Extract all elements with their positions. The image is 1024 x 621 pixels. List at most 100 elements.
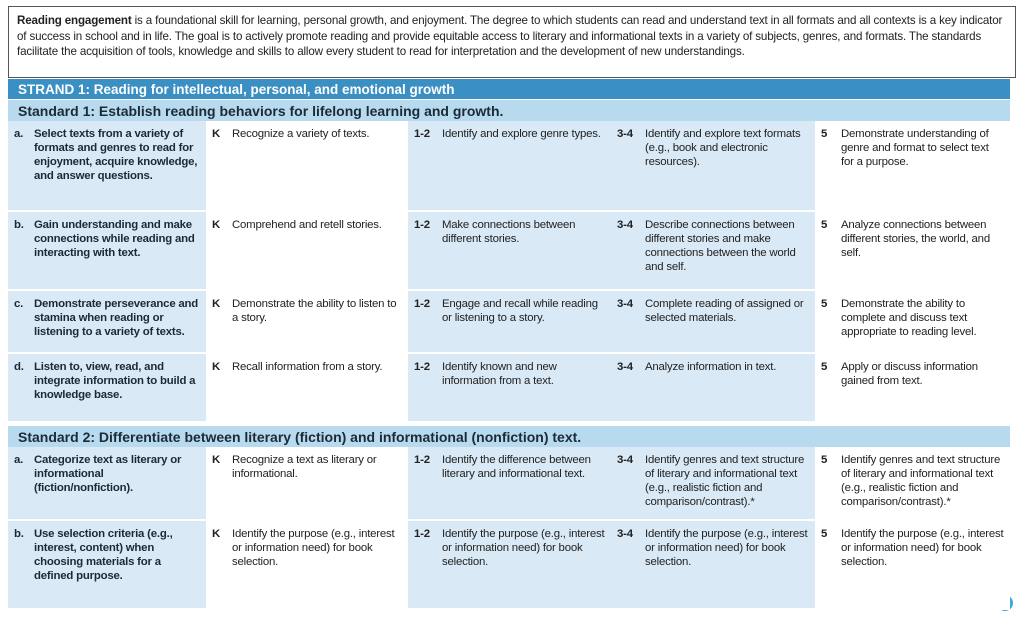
grade-cell: 5 Demonstrate the ability to complete and… (815, 291, 1010, 352)
grade-text: Identify known and new information from … (442, 361, 557, 387)
standard-row: c. Demonstrate perseverance and stamina w… (8, 291, 1010, 354)
grade-text: Identify the purpose (e.g., interest or … (442, 528, 605, 568)
standard-row: a. Select texts from a variety of formats… (8, 121, 1010, 212)
row-text: Categorize text as literary or informati… (34, 454, 182, 494)
grade-cell: 1-2 Identify the difference between liter… (408, 447, 611, 519)
grade-text: Make connections between different stori… (442, 219, 576, 245)
grade-cell: 5 Analyze connections between different s… (815, 212, 1010, 289)
intro: Reading engagement is a foundational ski… (8, 6, 1016, 78)
grade-text: Demonstrate understanding of genre and f… (841, 128, 989, 168)
grade-level: 5 (821, 454, 828, 466)
row-text: Select texts from a variety of formats a… (34, 128, 198, 182)
grade-level: K (212, 219, 221, 231)
grade-level: 1-2 (414, 454, 430, 466)
grade-text: Apply or discuss information gained from… (841, 361, 978, 387)
intro-text: is a foundational skill for learning, pe… (17, 14, 1003, 58)
row-letter: d. (14, 361, 24, 373)
grade-level: 3-4 (617, 219, 633, 231)
row-label-cell: a. Categorize text as literary or informa… (8, 447, 206, 519)
grade-cell: 5 Identify the purpose (e.g., interest or… (815, 521, 1010, 608)
row-label-cell: b. Use selection criteria (e.g., interest… (8, 521, 206, 608)
strand-title: STRAND 1: Reading for intellectual, pers… (8, 79, 1010, 99)
grade-level: 1-2 (414, 361, 430, 373)
row-label-cell: d. Listen to, view, read, and integrate i… (8, 354, 206, 421)
grade-level: K (212, 454, 221, 466)
grade-level: 3-4 (617, 528, 633, 540)
grade-cell: 1-2 Identify known and new information fr… (408, 354, 611, 421)
row-label-cell: c. Demonstrate perseverance and stamina w… (8, 291, 206, 352)
grade-level: 5 (821, 128, 828, 140)
grade-cell: K Demonstrate the ability to listen to a … (206, 291, 408, 352)
grade-level: 1-2 (414, 219, 430, 231)
grade-cell: K Comprehend and retell stories. (206, 212, 408, 289)
row-label-cell: b. Gain understanding and make connection… (8, 212, 206, 289)
standard-row: b. Gain understanding and make connection… (8, 212, 1010, 291)
grade-level: K (212, 128, 221, 140)
grade-text: Identify the difference between literary… (442, 454, 591, 480)
row-letter: a. (14, 128, 24, 140)
grade-cell: 3-4 Identify genres and text structure of… (611, 447, 815, 519)
grade-text: Recognize a variety of texts. (232, 128, 370, 140)
grade-cell: K Recognize a variety of texts. (206, 121, 408, 210)
grade-level: 5 (821, 219, 828, 231)
standard-row: b. Use selection criteria (e.g., interest… (8, 521, 1010, 610)
grade-text: Demonstrate the ability to complete and … (841, 298, 977, 338)
grade-level: 1-2 (414, 298, 430, 310)
standard-title: Standard 1: Establish reading behaviors … (8, 99, 1010, 121)
grade-cell: 3-4 Analyze information in text. (611, 354, 815, 421)
row-letter: b. (14, 528, 24, 540)
grade-cell: K Recall information from a story. (206, 354, 408, 421)
grade-cell: K Recognize a text as literary or informa… (206, 447, 408, 519)
grade-cell: 5 Identify genres and text structure of l… (815, 447, 1010, 519)
row-letter: a. (14, 454, 24, 466)
grade-level: 3-4 (617, 454, 633, 466)
grade-cell: 1-2 Make connections between different st… (408, 212, 611, 289)
grade-text: Recognize a text as literary or informat… (232, 454, 377, 480)
grade-level: K (212, 528, 221, 540)
grade-text: Identify the purpose (e.g., interest or … (232, 528, 395, 568)
row-text: Use selection criteria (e.g., interest, … (34, 528, 173, 582)
grade-text: Describe connections between different s… (645, 219, 796, 273)
grade-level: 3-4 (617, 128, 633, 140)
grade-level: K (212, 298, 221, 310)
grade-cell: K Identify the purpose (e.g., interest or… (206, 521, 408, 608)
grade-text: Recall information from a story. (232, 361, 383, 373)
row-text: Gain understanding and make connections … (34, 219, 195, 259)
grade-text: Identify the purpose (e.g., interest or … (645, 528, 808, 568)
row-letter: c. (14, 298, 24, 310)
grade-cell: 1-2 Identify and explore genre types. (408, 121, 611, 210)
grade-level: K (212, 361, 221, 373)
grade-cell: 1-2 Engage and recall while reading or li… (408, 291, 611, 352)
grade-text: Demonstrate the ability to listen to a s… (232, 298, 397, 324)
standard-row: a. Categorize text as literary or informa… (8, 447, 1010, 521)
grade-level: 3-4 (617, 361, 633, 373)
grade-level: 1-2 (414, 128, 430, 140)
intro-lead: Reading engagement (17, 14, 132, 27)
grade-cell: 3-4 Identify and explore text formats (e.… (611, 121, 815, 210)
grade-level: 5 (821, 528, 828, 540)
row-label-cell: a. Select texts from a variety of formats… (8, 121, 206, 210)
grade-cell: 5 Demonstrate understanding of genre and … (815, 121, 1010, 210)
grade-text: Identify genres and text structure of li… (645, 454, 805, 508)
grade-text: Identify genres and text structure of li… (841, 454, 1001, 508)
grade-text: Engage and recall while reading or liste… (442, 298, 598, 324)
grade-cell: 3-4 Describe connections between differen… (611, 212, 815, 289)
grade-cell: 5 Apply or discuss information gained fro… (815, 354, 1010, 421)
grade-level: 3-4 (617, 298, 633, 310)
grade-text: Comprehend and retell stories. (232, 219, 382, 231)
standard-row: d. Listen to, view, read, and integrate i… (8, 354, 1010, 423)
grade-cell: 1-2 Identify the purpose (e.g., interest … (408, 521, 611, 608)
grade-text: Analyze connections between different st… (841, 219, 990, 259)
grade-text: Identify the purpose (e.g., interest or … (841, 528, 1004, 568)
row-text: Listen to, view, read, and integrate inf… (34, 361, 196, 401)
standard-title: Standard 2: Differentiate between litera… (8, 425, 1010, 447)
grade-cell: 3-4 Complete reading of assigned or selec… (611, 291, 815, 352)
grade-level: 1-2 (414, 528, 430, 540)
grade-cell: 3-4 Identify the purpose (e.g., interest … (611, 521, 815, 608)
row-text: Demonstrate perseverance and stamina whe… (34, 298, 199, 338)
grade-text: Identify and explore text formats (e.g.,… (645, 128, 801, 168)
grade-text: Analyze information in text. (645, 361, 777, 373)
grade-text: Identify and explore genre types. (442, 128, 601, 140)
grade-level: 5 (821, 361, 828, 373)
